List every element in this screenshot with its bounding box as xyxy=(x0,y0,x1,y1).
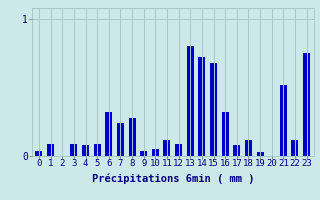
Bar xyxy=(292,140,299,156)
Bar xyxy=(129,118,136,156)
Bar xyxy=(280,85,287,156)
Bar xyxy=(47,144,54,156)
Bar xyxy=(257,152,264,156)
Bar xyxy=(105,112,112,156)
Bar xyxy=(117,123,124,156)
Bar xyxy=(210,63,217,156)
Bar xyxy=(94,144,101,156)
Bar xyxy=(140,151,147,156)
Bar xyxy=(233,145,240,156)
Bar xyxy=(303,53,310,156)
Bar xyxy=(36,151,43,156)
Bar xyxy=(164,140,171,156)
Bar xyxy=(187,46,194,156)
Bar xyxy=(198,57,205,156)
Bar xyxy=(70,144,77,156)
X-axis label: Précipitations 6min ( mm ): Précipitations 6min ( mm ) xyxy=(92,173,254,184)
Bar xyxy=(152,149,159,156)
Bar xyxy=(175,144,182,156)
Bar xyxy=(245,140,252,156)
Bar xyxy=(222,112,229,156)
Bar xyxy=(82,145,89,156)
